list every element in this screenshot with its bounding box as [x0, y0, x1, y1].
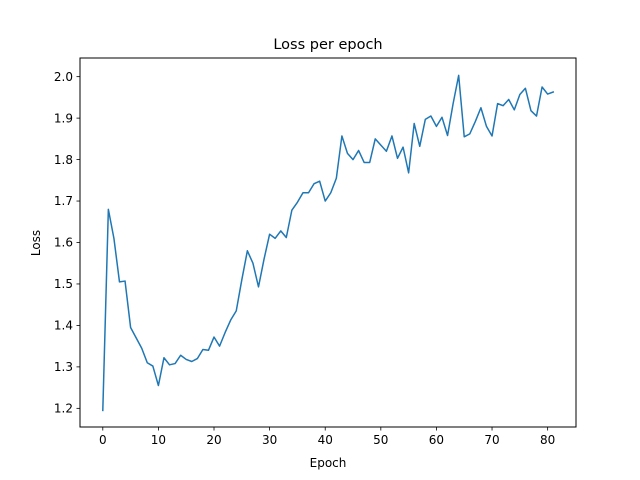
- y-tick-label: 1.9: [54, 111, 73, 125]
- y-tick-label: 1.6: [54, 236, 73, 250]
- x-tick-label: 80: [540, 433, 555, 447]
- y-tick-label: 1.4: [54, 319, 73, 333]
- y-tick-label: 1.5: [54, 277, 73, 291]
- x-tick-label: 50: [373, 433, 388, 447]
- y-tick-label: 1.2: [54, 402, 73, 416]
- x-tick-label: 10: [151, 433, 166, 447]
- x-axis-label: Epoch: [310, 456, 347, 470]
- y-tick-label: 1.7: [54, 194, 73, 208]
- series-layer: [102, 74, 555, 412]
- chart-title: Loss per epoch: [273, 37, 382, 53]
- y-axis-label: Loss: [29, 230, 43, 256]
- x-tick-label: 20: [206, 433, 221, 447]
- y-tick-label: 1.3: [54, 360, 73, 374]
- ticks-layer: 0 10 20 30 40 50 60 70 80 1.2 1.3 1.4 1.5 1.6 1.7 1.8 1.…: [54, 70, 555, 447]
- y-tick-label: 2.0: [54, 70, 73, 84]
- loss-series-line: [102, 74, 555, 412]
- y-tick-label: 1.8: [54, 153, 73, 167]
- x-tick-label: 60: [429, 433, 444, 447]
- x-tick-label: 40: [318, 433, 333, 447]
- x-tick-label: 70: [484, 433, 499, 447]
- x-tick-label: 30: [262, 433, 277, 447]
- plot-frame: [79, 57, 577, 428]
- x-tick-label: 0: [99, 433, 107, 447]
